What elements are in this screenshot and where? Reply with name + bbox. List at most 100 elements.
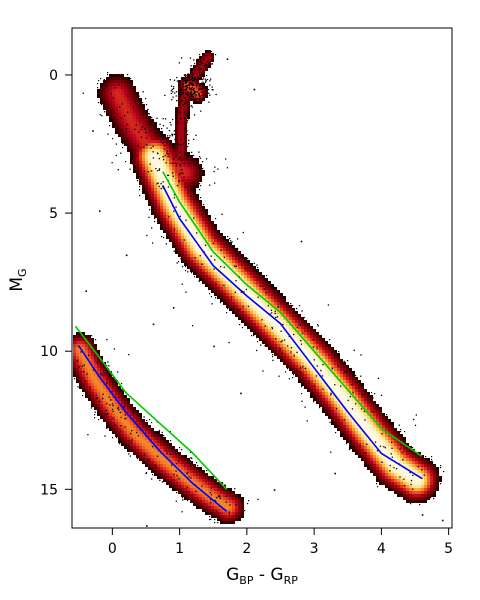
scatter-star: [110, 93, 112, 95]
density-cell: [397, 443, 400, 446]
density-cell: [190, 92, 193, 95]
density-cell: [400, 449, 403, 452]
density-cell: [178, 155, 181, 158]
scatter-star: [211, 51, 213, 53]
density-cell: [403, 482, 406, 485]
density-cell: [298, 344, 301, 347]
density-cell: [259, 296, 262, 299]
density-cell: [154, 182, 157, 185]
density-cell: [127, 83, 130, 86]
density-cell: [331, 368, 334, 371]
density-cell: [154, 152, 157, 155]
scatter-star: [273, 286, 275, 288]
density-cell: [109, 425, 112, 428]
scatter-star: [346, 370, 348, 372]
scatter-star: [173, 145, 175, 148]
density-cell: [172, 452, 175, 455]
density-cell: [112, 428, 115, 431]
density-cell: [184, 236, 187, 239]
density-cell: [370, 455, 373, 458]
density-cell: [196, 245, 199, 248]
scatter-star: [296, 326, 298, 329]
density-cell: [181, 260, 184, 263]
density-cell: [319, 392, 322, 395]
density-cell: [430, 461, 433, 464]
y-tick-label: 15: [40, 482, 58, 498]
density-cell: [181, 485, 184, 488]
density-cell: [94, 380, 97, 383]
density-cell: [346, 416, 349, 419]
density-cell: [181, 230, 184, 233]
density-cell: [274, 350, 277, 353]
density-cell: [346, 392, 349, 395]
density-cell: [247, 326, 250, 329]
density-cell: [352, 446, 355, 449]
density-cell: [193, 503, 196, 506]
density-cell: [148, 425, 151, 428]
scatter-star: [143, 462, 146, 464]
density-cell: [97, 371, 100, 374]
scatter-star: [300, 372, 302, 374]
density-cell: [109, 374, 112, 377]
scatter-star: [280, 330, 282, 332]
density-cell: [193, 500, 196, 503]
density-cell: [220, 512, 223, 515]
density-cell: [379, 407, 382, 410]
density-cell: [184, 125, 187, 128]
density-cell: [139, 443, 142, 446]
density-cell: [430, 467, 433, 470]
scatter-star: [106, 412, 109, 415]
density-cell: [202, 503, 205, 506]
density-cell: [73, 368, 76, 371]
density-cell: [160, 146, 163, 149]
density-cell: [241, 305, 244, 308]
density-cell: [181, 176, 184, 179]
density-cell: [214, 251, 217, 254]
density-cell: [154, 446, 157, 449]
density-cell: [196, 497, 199, 500]
density-cell: [337, 356, 340, 359]
density-cell: [139, 431, 142, 434]
density-cell: [121, 413, 124, 416]
density-cell: [193, 83, 196, 86]
density-cell: [142, 122, 145, 125]
density-cell: [130, 140, 133, 143]
scatter-star: [290, 351, 292, 353]
density-cell: [433, 482, 436, 485]
density-cell: [166, 233, 169, 236]
density-cell: [367, 395, 370, 398]
scatter-star: [199, 64, 201, 66]
density-cell: [253, 266, 256, 269]
density-cell: [124, 80, 127, 83]
density-cell: [298, 338, 301, 341]
scatter-star: [203, 58, 205, 61]
density-cell: [394, 476, 397, 479]
density-cell: [157, 170, 160, 173]
density-cell: [172, 242, 175, 245]
scatter-star: [301, 400, 303, 402]
density-cell: [214, 482, 217, 485]
density-cell: [193, 158, 196, 161]
density-cell: [199, 269, 202, 272]
density-cell: [367, 428, 370, 431]
density-cell: [238, 284, 241, 287]
density-cell: [208, 242, 211, 245]
density-cell: [220, 509, 223, 512]
density-cell: [352, 371, 355, 374]
density-cell: [421, 485, 424, 488]
density-cell: [82, 338, 85, 341]
scatter-star: [181, 159, 183, 161]
scatter-star: [204, 81, 207, 84]
density-cell: [406, 500, 409, 503]
scatter-star: [320, 369, 322, 372]
density-cell: [196, 230, 199, 233]
density-cell: [196, 185, 199, 188]
scatter-star: [155, 466, 157, 468]
density-cell: [172, 215, 175, 218]
density-cell: [208, 497, 211, 500]
density-cell: [91, 395, 94, 398]
density-cell: [388, 464, 391, 467]
scatter-star: [199, 157, 202, 159]
density-cell: [385, 419, 388, 422]
density-cell: [268, 329, 271, 332]
